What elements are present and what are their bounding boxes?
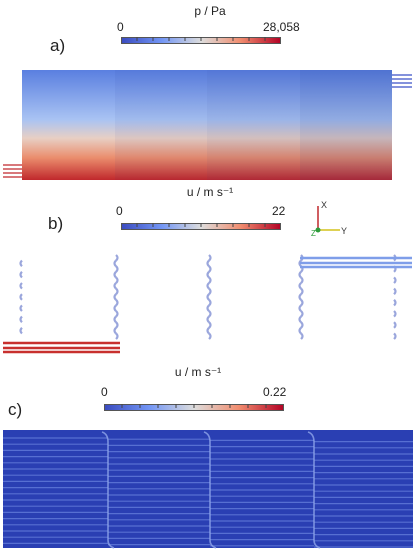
pressure-field (3, 70, 412, 180)
channel-bend (298, 270, 302, 279)
channel-bend (206, 282, 210, 290)
channel-bend (393, 276, 397, 284)
channel-bend (298, 293, 302, 301)
channel-bend (393, 310, 397, 318)
colorbar-ticks (121, 37, 267, 408)
channel-bend (19, 282, 23, 290)
channel-bend (19, 293, 23, 301)
manifold-streak (203, 431, 217, 549)
channel-bend (206, 259, 210, 268)
channel-bend (206, 326, 210, 335)
axes-triad: X Y Z (311, 200, 347, 238)
channel-bend (113, 259, 117, 268)
channel-bend (113, 326, 117, 335)
velocity-field (3, 430, 413, 549)
channel-bend (298, 282, 302, 290)
colorbar-a-max-label: 28,058 (263, 20, 300, 34)
channel-bend (113, 304, 117, 312)
colorbar-c-max-label: 0.22 (263, 385, 287, 399)
channel-bend (393, 332, 397, 340)
colorbar-a-title: p / Pa (194, 4, 226, 18)
channel-bend (113, 315, 117, 324)
manifold-streak (307, 431, 321, 549)
panel-c-label: c) (8, 400, 23, 419)
channel-bend (298, 315, 302, 324)
colorbar-b-max-label: 22 (272, 204, 286, 218)
manifold-streak (101, 431, 115, 549)
channel-bend (206, 293, 210, 301)
channel-bend (19, 315, 23, 324)
colorbar-b-min-label: 0 (116, 204, 123, 218)
colorbar-c-min-label: 0 (101, 385, 108, 399)
channel-bend (113, 282, 117, 290)
channel-bend (206, 304, 210, 312)
channel-bend (19, 326, 23, 335)
channel-bend (19, 270, 23, 279)
axis-y-label: Y (341, 226, 347, 236)
channel-bend (19, 259, 23, 268)
channel-network (3, 253, 412, 354)
axis-z-label: Z (311, 229, 316, 238)
colorbar-b-title: u / m s⁻¹ (186, 185, 234, 199)
channel-bend (206, 270, 210, 279)
colorbar-a-min-label: 0 (117, 20, 124, 34)
panel-a-label: a) (50, 36, 66, 55)
colorbar-c-title: u / m s⁻¹ (174, 365, 222, 379)
channel-bend (206, 315, 210, 324)
channel-bend (393, 298, 397, 307)
channel-bend (113, 270, 117, 279)
axis-x-label: X (321, 200, 327, 210)
channel-bend (19, 304, 23, 312)
panel-b-label: b) (48, 214, 64, 233)
channel-bend (113, 293, 117, 301)
channel-bend (298, 304, 302, 312)
channel-bend (393, 287, 397, 296)
channel-bend (298, 326, 302, 335)
channel-bend (393, 321, 397, 329)
